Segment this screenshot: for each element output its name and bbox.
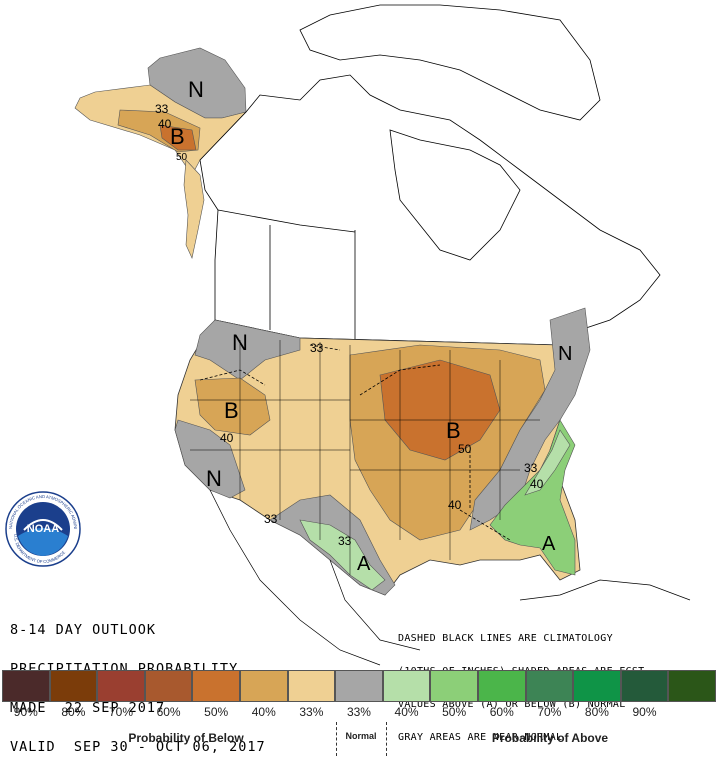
climatology-lines [199, 344, 511, 541]
alaska-region [74, 47, 247, 259]
legend-percent-label: 90% [13, 705, 38, 719]
legend-percent-label: 40% [394, 705, 419, 719]
legend-swatch [144, 670, 193, 702]
legend-swatch [49, 670, 98, 702]
note-line: VALUES ABOVE (A) OR BELOW (B) NORMAL [398, 699, 626, 710]
legend-swatch [239, 670, 288, 702]
west-40-label: 40 [220, 431, 234, 445]
legend-divider [386, 722, 387, 756]
legend-percent-label: 50% [204, 705, 229, 719]
outlook-title: 8-14 DAY OUTLOOK [10, 622, 157, 638]
south-40-label: 40 [448, 498, 462, 512]
texas-33b-label: 33 [338, 534, 352, 548]
alaska-b-label: B [170, 124, 185, 149]
southeast-33-label: 33 [524, 461, 538, 475]
legend-swatch [430, 670, 478, 702]
normal-label: Normal [345, 731, 377, 741]
map-labels: N 33 40 B 50 N B 40 N 33 B 50 40 33 33 A… [155, 77, 572, 575]
probability-below-label: Probability of Below [128, 731, 244, 745]
north-33-label: 33 [310, 341, 324, 355]
legend-divider [336, 722, 337, 756]
legend-swatch [668, 670, 716, 702]
valid-range: VALID SEP 30 - OCT 06, 2017 [10, 739, 266, 755]
southwest-n-label: N [206, 466, 222, 491]
west-b-label: B [224, 398, 239, 423]
mexico-outline [209, 489, 691, 666]
alaska-50-label: 50 [176, 152, 188, 163]
legend-swatch [2, 670, 50, 702]
legend-swatch [573, 670, 621, 702]
texas-a-label: A [357, 553, 371, 575]
legend-swatch [192, 670, 240, 702]
southeast-a-label: A [542, 533, 556, 555]
legend-swatch [382, 670, 431, 702]
legend-percent-label [668, 705, 716, 721]
southeast-40-label: 40 [530, 477, 544, 491]
noaa-logo-text: NOAA [27, 523, 59, 535]
legend-labels: 90% 80% 70% 60% 50% 40% 33% 33% 40% 50% 60% 70% 80% 9… [2, 705, 716, 721]
central-50-label: 50 [458, 442, 472, 456]
central-b-label: B [446, 418, 461, 443]
legend-swatch [335, 670, 383, 702]
alaska-40-label: 40 [158, 117, 172, 131]
alaska-33-label: 33 [155, 102, 169, 116]
note-line: DASHED BLACK LINES ARE CLIMATOLOGY [398, 633, 613, 644]
legend-percent-label: 50% [442, 705, 467, 719]
legend-swatch [525, 670, 574, 702]
legend-percent-label: 60% [489, 705, 514, 719]
legend-swatch [620, 670, 669, 702]
west-n-label: N [232, 330, 248, 355]
legend-percent-label: 33% [299, 705, 324, 719]
legend-swatch [287, 670, 336, 702]
legend-percent-label: 40% [251, 705, 276, 719]
outlook-title-block: 8-14 DAY OUTLOOK PRECIPITATION PROBABILI… [10, 598, 266, 767]
texas-33a-label: 33 [264, 512, 278, 526]
outlook-map: N 33 40 B 50 N B 40 N 33 B 50 40 33 33 A… [74, 4, 691, 666]
legend-percent-label: 80% [584, 705, 609, 719]
legend-percent-label: 90% [632, 705, 657, 719]
legend-percent-label: 80% [61, 705, 86, 719]
state-lines [190, 340, 540, 575]
alaska-n-label: N [188, 77, 204, 102]
made-date: MADE 22 SEP 2017 [10, 700, 166, 716]
legend-percent-label: 70% [537, 705, 562, 719]
noaa-logo-icon: NOAA NATIONAL OCEANIC AND ATMOSPHERIC AD… [4, 490, 81, 567]
northeast-n-label: N [558, 343, 572, 365]
legend-swatch [477, 670, 526, 702]
legend-percent-label: 60% [156, 705, 181, 719]
legend-swatch [97, 670, 145, 702]
legend-percent-label: 70% [108, 705, 133, 719]
probability-above-label: Probability of Above [491, 731, 609, 745]
legend-percent-label: 33% [346, 705, 371, 719]
note-line: GRAY AREAS ARE NEAR-NORMAL [398, 732, 563, 743]
legend-color-bar [2, 670, 716, 702]
